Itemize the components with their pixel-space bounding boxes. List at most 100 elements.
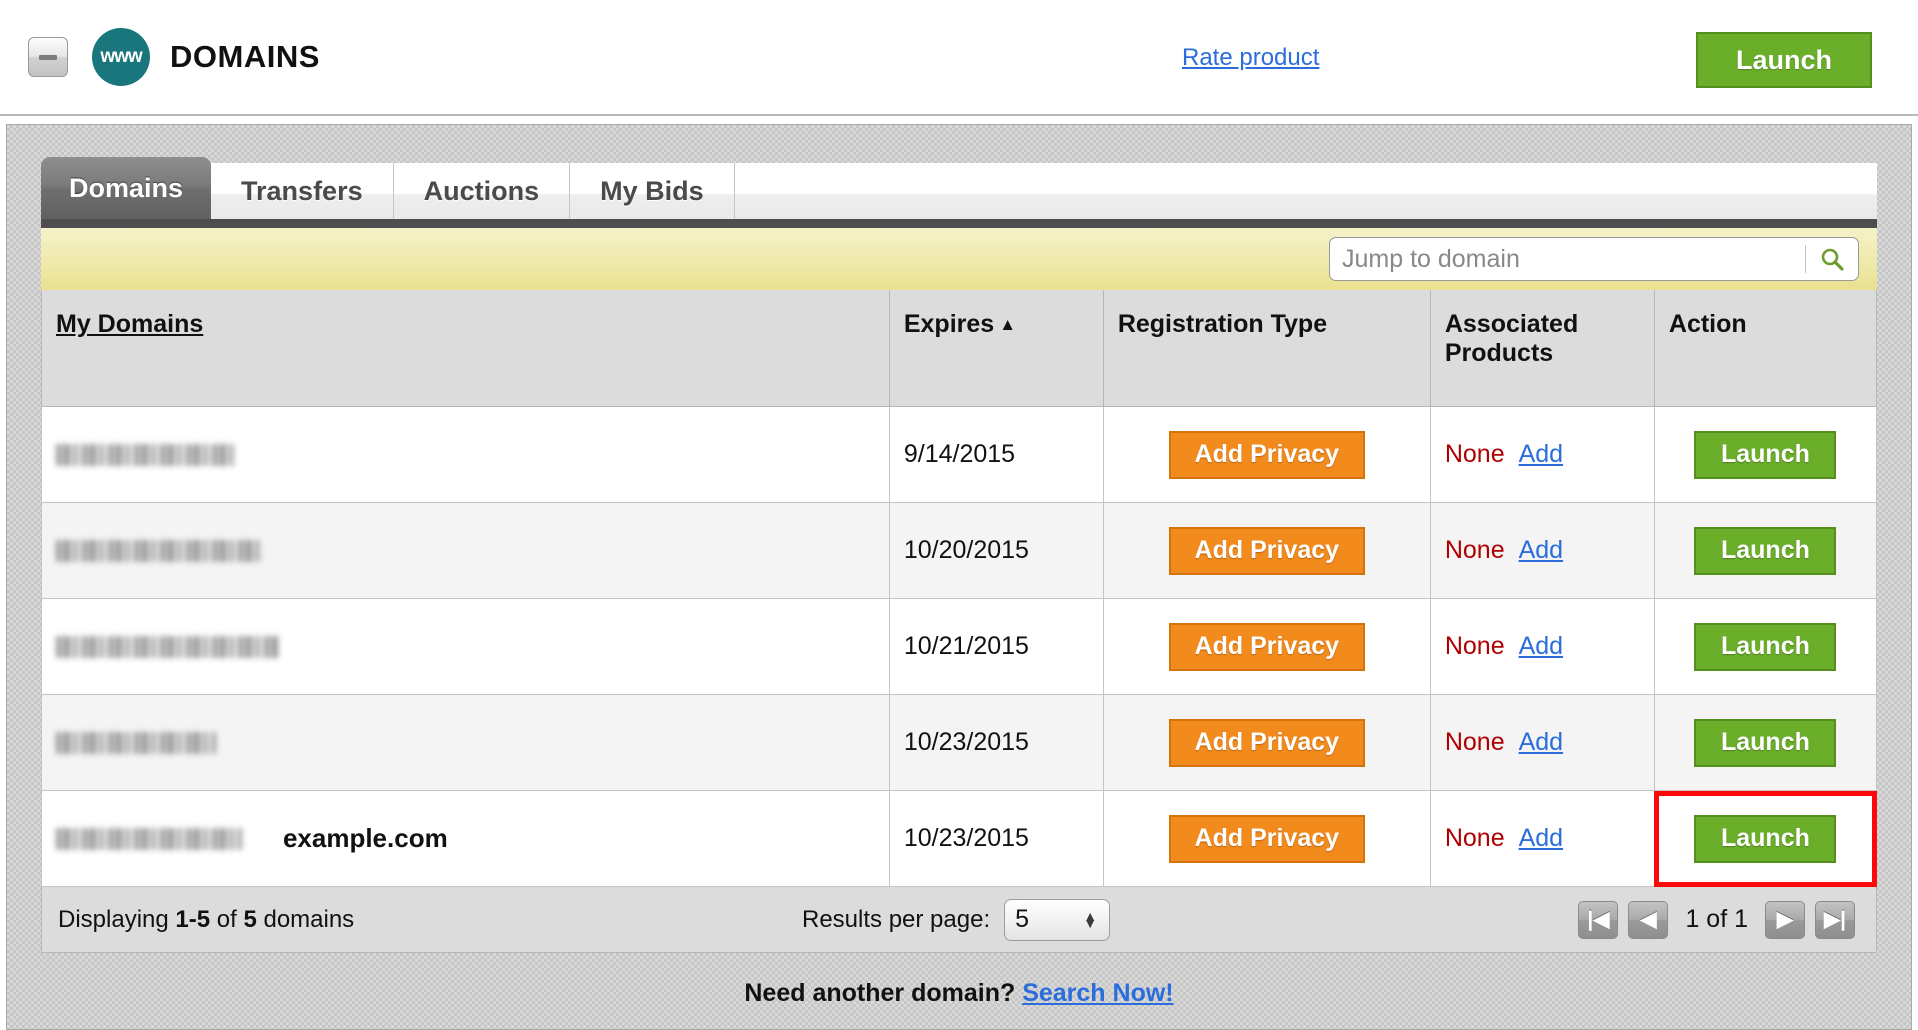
cell-registration-type: Add Privacy [1102, 406, 1431, 503]
displaying-prefix: Displaying [58, 905, 176, 933]
tab-transfers[interactable]: Transfers [211, 163, 394, 219]
search-toolbar [41, 228, 1877, 290]
table-header-row: My Domains Expires ▲ Registration Type As… [41, 290, 1878, 407]
cell-action: Launch [1653, 502, 1878, 599]
cell-expires: 10/21/2015 [888, 598, 1104, 695]
column-header-registration-type[interactable]: Registration Type [1102, 290, 1431, 407]
header-launch-button[interactable]: Launch [1696, 32, 1872, 88]
associated-products-value: None [1444, 440, 1505, 468]
search-divider [1805, 245, 1806, 273]
cell-action: Launch [1653, 598, 1878, 695]
table-row: 10/23/2015 Add Privacy None Add Launch [41, 694, 1878, 791]
column-header-my-domains[interactable]: My Domains [41, 290, 890, 407]
minus-icon [39, 54, 57, 60]
cell-registration-type: Add Privacy [1102, 790, 1431, 887]
column-header-action[interactable]: Action [1653, 290, 1878, 407]
launch-button[interactable]: Launch [1694, 622, 1837, 671]
tab-underbar [41, 219, 1877, 228]
tab-domains[interactable]: Domains [41, 157, 212, 219]
table-row: 10/20/2015 Add Privacy None Add Launch [41, 502, 1878, 599]
cell-registration-type: Add Privacy [1102, 502, 1431, 599]
add-privacy-button[interactable]: Add Privacy [1168, 430, 1365, 479]
search-box[interactable] [1329, 237, 1859, 281]
domains-table: My Domains Expires ▲ Registration Type As… [41, 290, 1878, 887]
cell-associated-products: None Add [1429, 790, 1655, 887]
add-privacy-button[interactable]: Add Privacy [1168, 526, 1365, 575]
cell-expires: 10/23/2015 [888, 790, 1104, 887]
tab-strip: Domains Transfers Auctions My Bids [41, 157, 1877, 219]
search-input[interactable] [1330, 244, 1805, 274]
tab-strip-filler [734, 163, 1877, 219]
cell-domain-name [41, 694, 890, 791]
content-panel: Domains Transfers Auctions My Bids My Do… [6, 124, 1912, 1030]
cell-associated-products: None Add [1429, 406, 1655, 503]
cell-expires: 10/20/2015 [888, 502, 1104, 599]
previous-page-button[interactable]: ◀ [1628, 900, 1669, 939]
cell-associated-products: None Add [1429, 694, 1655, 791]
cell-expires: 10/23/2015 [888, 694, 1104, 791]
displaying-mid: of [210, 905, 244, 933]
launch-button[interactable]: Launch [1694, 526, 1837, 575]
app-header: www DOMAINS Rate product Launch [0, 0, 1918, 116]
search-icon[interactable] [1806, 238, 1858, 280]
displaying-summary: Displaying 1-5 of 5 domains [58, 906, 354, 934]
results-per-page-select[interactable]: 5 ▲ ▼ [1004, 898, 1111, 941]
pagination: |◀ ◀ 1 of 1 ▶ ▶| [1573, 900, 1860, 939]
promo-banner: Need another domain? Search Now! [41, 979, 1877, 1008]
first-page-button[interactable]: |◀ [1578, 900, 1619, 939]
next-page-button[interactable]: ▶ [1765, 900, 1805, 939]
add-associated-product-link[interactable]: Add [1518, 728, 1564, 756]
cell-registration-type: Add Privacy [1102, 598, 1431, 695]
add-privacy-button[interactable]: Add Privacy [1168, 814, 1365, 863]
cell-domain-name [41, 406, 890, 503]
results-per-page-label: Results per page: [802, 905, 991, 933]
add-associated-product-link[interactable]: Add [1518, 632, 1564, 660]
redacted-domain-name [56, 731, 216, 754]
add-privacy-button[interactable]: Add Privacy [1168, 622, 1365, 671]
cell-registration-type: Add Privacy [1102, 694, 1431, 791]
logo-text: www [100, 46, 142, 67]
add-associated-product-link[interactable]: Add [1518, 824, 1564, 852]
column-label-expires: Expires [903, 310, 995, 338]
last-page-button[interactable]: ▶| [1815, 900, 1855, 939]
redacted-domain-name [56, 827, 242, 850]
add-associated-product-link[interactable]: Add [1518, 536, 1564, 564]
sort-ascending-icon: ▲ [999, 315, 1017, 334]
column-header-associated-products[interactable]: Associated Products [1429, 290, 1655, 407]
column-header-expires[interactable]: Expires ▲ [888, 290, 1104, 407]
cell-expires: 9/14/2015 [888, 406, 1104, 503]
sort-by-name-link[interactable]: My Domains [56, 310, 204, 338]
cell-action: Launch [1653, 694, 1878, 791]
add-privacy-button[interactable]: Add Privacy [1168, 718, 1365, 767]
displaying-total: 5 [243, 905, 257, 933]
associated-products-value: None [1444, 728, 1505, 756]
cell-associated-products: None Add [1429, 598, 1655, 695]
table-head: My Domains Expires ▲ Registration Type As… [41, 290, 1878, 407]
page-indicator: 1 of 1 [1685, 905, 1748, 933]
table-body: 9/14/2015 Add Privacy None Add Launch 10/… [41, 406, 1878, 887]
rate-product-link[interactable]: Rate product [1182, 44, 1320, 71]
redacted-domain-name [56, 443, 234, 466]
page-title: DOMAINS [170, 39, 320, 74]
tab-auctions[interactable]: Auctions [393, 163, 571, 219]
launch-button[interactable]: Launch [1694, 430, 1837, 479]
cell-associated-products: None Add [1429, 502, 1655, 599]
results-per-page-control: Results per page: 5 ▲ ▼ [802, 898, 1111, 941]
search-now-link[interactable]: Search Now! [1022, 979, 1174, 1007]
www-logo-icon: www [92, 28, 150, 86]
tab-my-bids[interactable]: My Bids [570, 163, 735, 219]
add-associated-product-link[interactable]: Add [1518, 440, 1564, 468]
associated-products-value: None [1444, 536, 1505, 564]
stepper-arrows-icon: ▲ ▼ [1083, 907, 1098, 931]
table-row: 9/14/2015 Add Privacy None Add Launch [41, 406, 1878, 503]
table-footer: Displaying 1-5 of 5 domains Results per … [41, 887, 1877, 953]
launch-button[interactable]: Launch [1694, 814, 1837, 863]
displaying-suffix: domains [256, 905, 355, 933]
collapse-button[interactable] [28, 37, 68, 77]
cell-domain-name [41, 598, 890, 695]
cell-action-highlighted: Launch [1653, 790, 1878, 887]
cell-domain-name [41, 502, 890, 599]
launch-button[interactable]: Launch [1694, 718, 1837, 767]
redacted-domain-name [56, 539, 260, 562]
cell-action: Launch [1653, 406, 1878, 503]
